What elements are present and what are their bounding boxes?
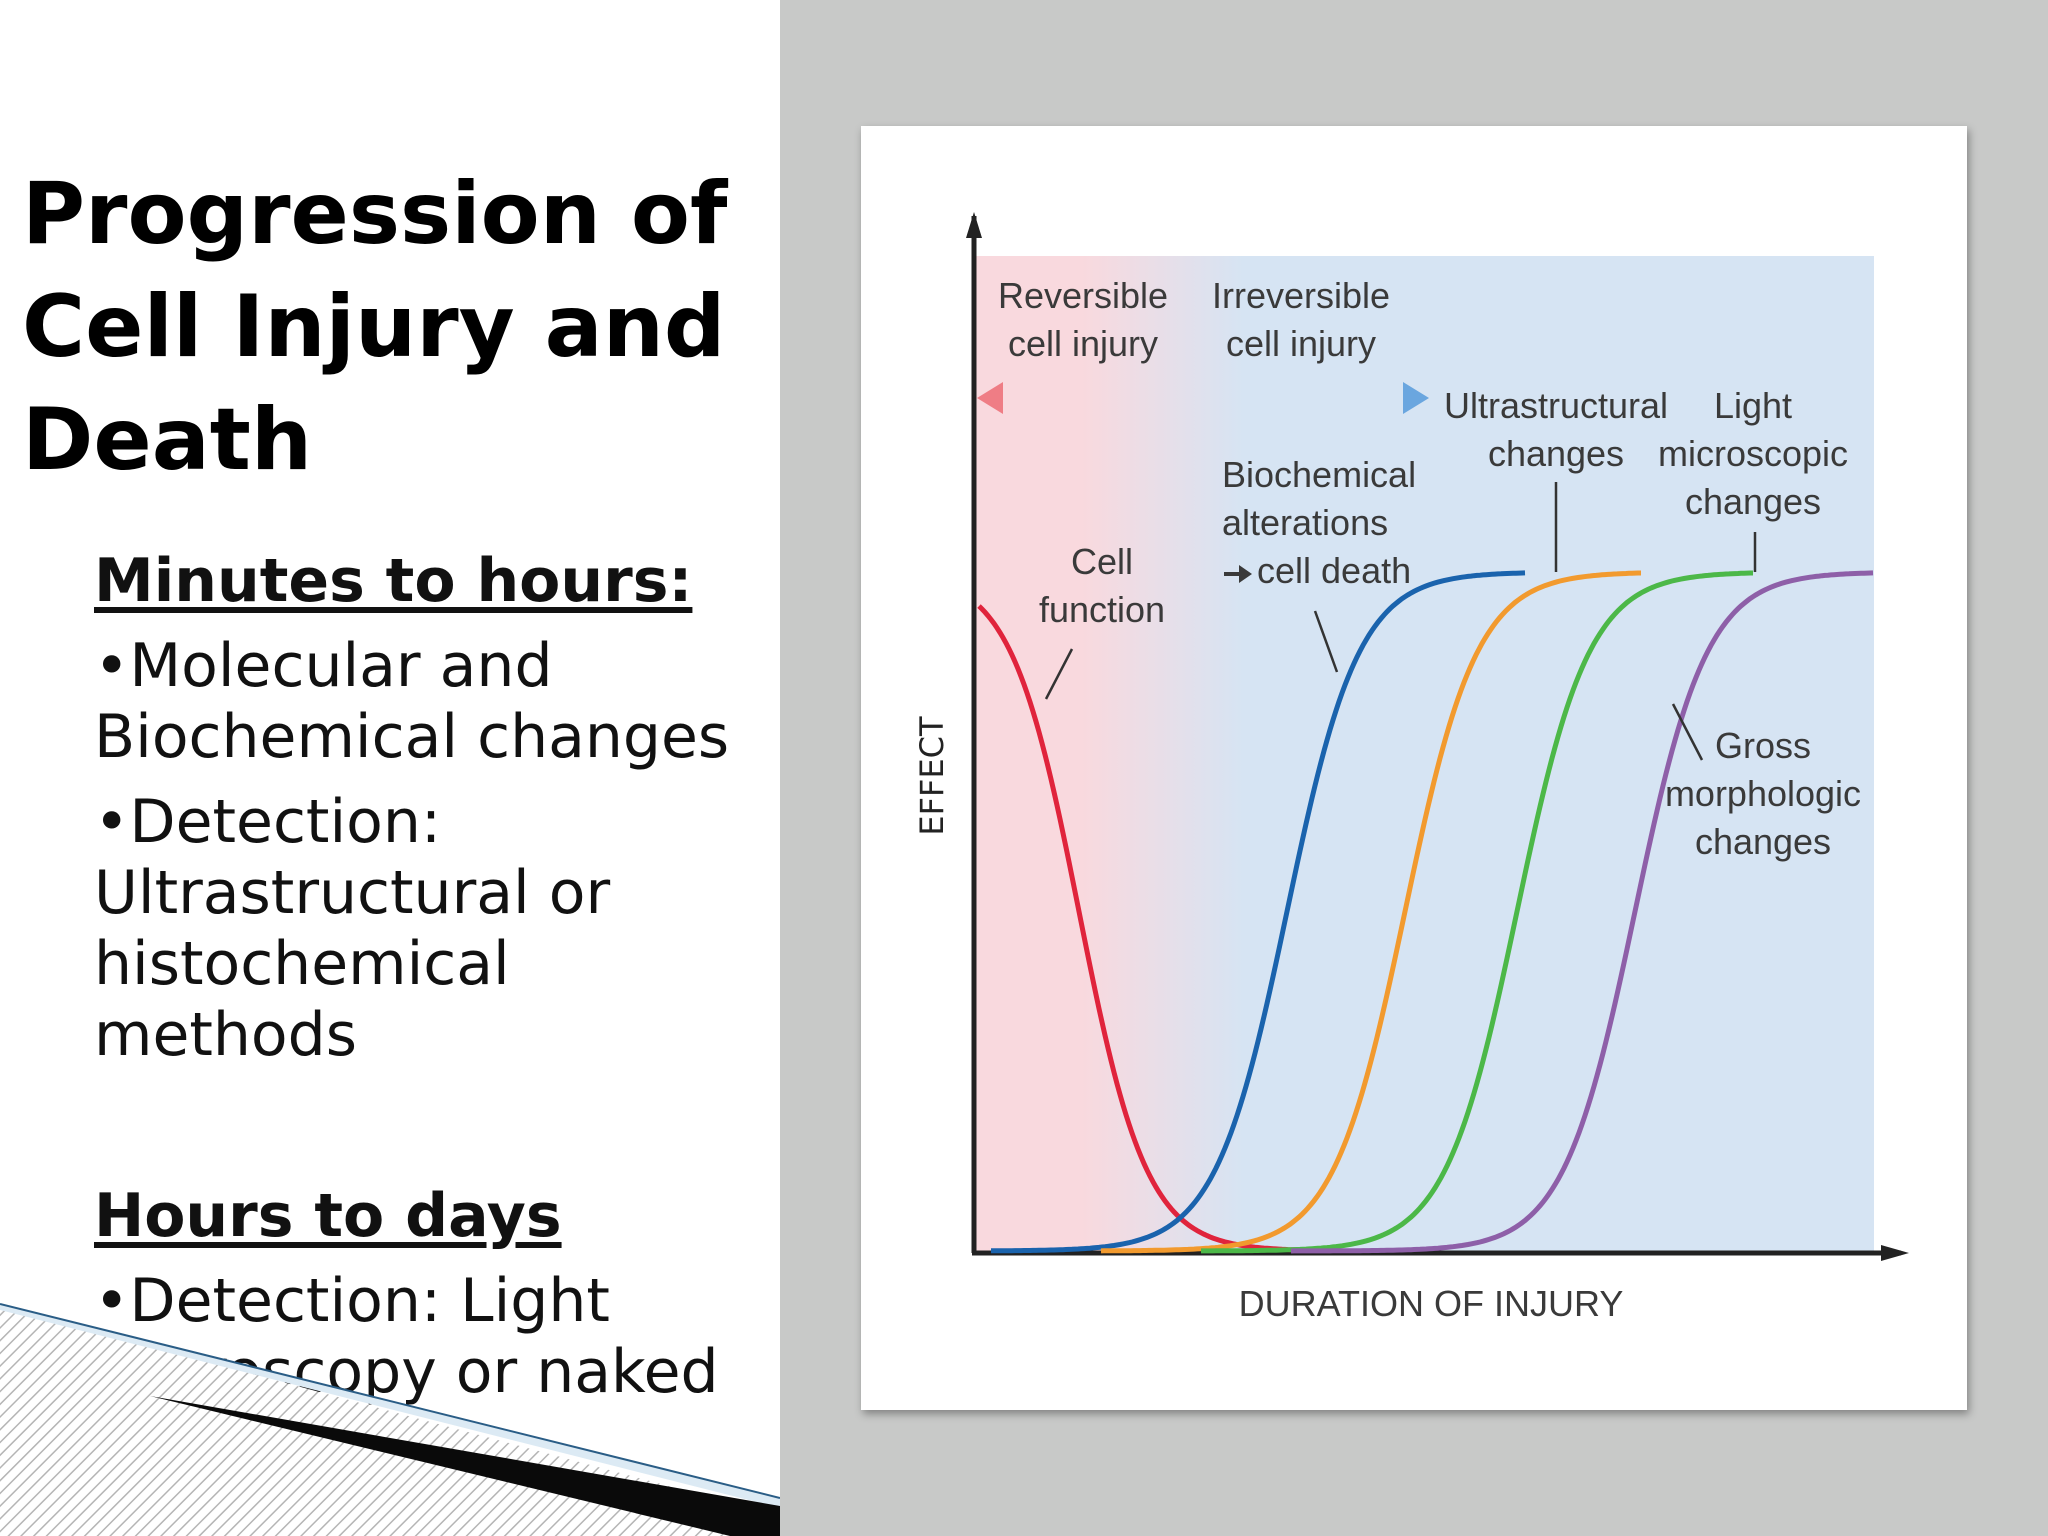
- biochemical-label-line3: cell death: [1257, 550, 1411, 591]
- gross-leader: [1671, 703, 1704, 761]
- biochemical-label-line1: Biochemical: [1222, 454, 1416, 495]
- arrow-right-icon: [1224, 565, 1252, 583]
- ultrastructural-label-line2: changes: [1488, 433, 1624, 474]
- x-axis-arrowhead: [1881, 1245, 1909, 1261]
- arrowhead-left: [977, 382, 1003, 414]
- biochemical-leader: [1313, 610, 1339, 673]
- cell-function-label-line2: function: [1039, 589, 1165, 630]
- light-microscopic-label-line3: changes: [1685, 481, 1821, 522]
- y-axis-label: EFFECT: [913, 716, 951, 836]
- arrowhead-right: [1403, 382, 1429, 414]
- light-microscopic-label-line2: microscopic: [1658, 433, 1848, 474]
- section-minutes-to-hours: Minutes to hours: •Molecular and Biochem…: [94, 545, 764, 1071]
- gross-morphologic-curve: [1290, 570, 1874, 1254]
- bullet-item: •Molecular and Biochemical changes: [94, 631, 730, 772]
- bullet-item: •Detection: Ultrastructural or histochem…: [94, 787, 611, 1070]
- biochemical-label-line2: alterations: [1222, 502, 1388, 543]
- section-heading: Minutes to hours:: [94, 546, 693, 616]
- figure-svg: Reversible cell injury Irreversible cell…: [913, 212, 1909, 1324]
- gross-label-line3: changes: [1695, 821, 1831, 862]
- biochemical-curve: [991, 570, 1526, 1254]
- irreversible-label-line1: Irreversible: [1212, 275, 1390, 316]
- slide-title: Progression of Cell Injury and Death: [22, 164, 728, 490]
- x-axis-label: DURATION OF INJURY: [1239, 1283, 1624, 1324]
- reversible-irreversible-zone: [974, 256, 1874, 1251]
- decorative-corner-stripes: [0, 1303, 780, 1536]
- text-panel: Progression of Cell Injury and Death Min…: [0, 0, 780, 1536]
- cell-injury-figure: Reversible cell injury Irreversible cell…: [861, 126, 1967, 1410]
- reversible-label-line2: cell injury: [1008, 323, 1158, 364]
- reversible-label-line1: Reversible: [998, 275, 1168, 316]
- gross-label-line1: Gross: [1715, 725, 1811, 766]
- cell-function-label-line1: Cell: [1071, 541, 1133, 582]
- gross-label-line2: morphologic: [1665, 773, 1861, 814]
- ultrastructural-label-line1: Ultrastructural: [1444, 385, 1668, 426]
- cell-function-leader: [1044, 648, 1074, 700]
- light-microscopic-label-line1: Light: [1714, 385, 1792, 426]
- irreversible-label-line2: cell injury: [1226, 323, 1376, 364]
- y-axis-arrowhead: [966, 212, 982, 238]
- section-heading: Hours to days: [94, 1181, 562, 1251]
- ultrastructural-curve: [1100, 570, 1641, 1254]
